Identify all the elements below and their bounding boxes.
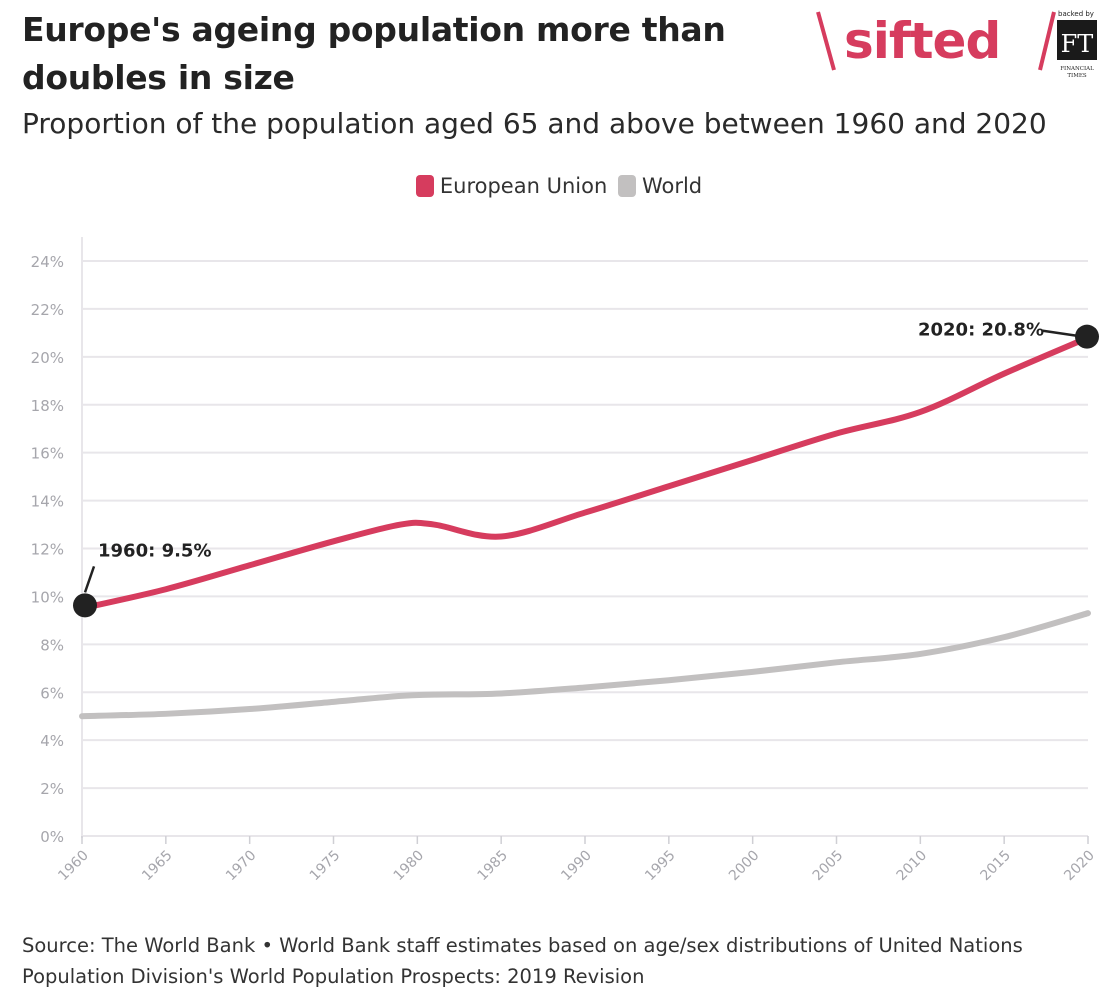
x-tick-label: 1975 bbox=[307, 848, 344, 885]
ft-logo-box bbox=[1057, 20, 1097, 60]
x-tick-label: 2000 bbox=[726, 848, 763, 885]
y-tick-label: 20% bbox=[31, 349, 64, 367]
y-tick-label: 18% bbox=[31, 397, 64, 415]
x-tick-label: 1995 bbox=[642, 848, 679, 885]
series-line-european-union bbox=[79, 334, 1091, 612]
line-chart: 0% 2% 4% 6% 8% 10% 12% 14% 16% 18% 20% 22% 24% 1960 19… bbox=[31, 237, 1099, 885]
legend-label-world: World bbox=[641, 174, 703, 198]
y-tick-label: 24% bbox=[31, 253, 64, 271]
annotation-leader-2020 bbox=[1041, 329, 1077, 337]
chart-subtitle: Proportion of the population aged 65 and… bbox=[22, 107, 1047, 140]
logo-slash-left bbox=[816, 11, 836, 71]
annotation-leader-1960 bbox=[83, 565, 96, 593]
y-tick-label: 14% bbox=[31, 493, 64, 511]
y-tick-label: 6% bbox=[40, 684, 64, 702]
annotation-label-1960: 1960: 9.5% bbox=[98, 540, 211, 561]
series-line-world bbox=[79, 610, 1091, 720]
logo-backed-by: backed by bbox=[1058, 10, 1094, 18]
legend-label-eu: European Union bbox=[439, 174, 608, 198]
y-tick-label: 12% bbox=[31, 541, 64, 559]
x-tick-label: 1990 bbox=[558, 848, 595, 885]
chart-title: Europe's ageing population more than dou… bbox=[22, 10, 726, 97]
x-tick-label: 1970 bbox=[223, 848, 260, 885]
x-tick-label: 1985 bbox=[474, 848, 511, 885]
legend-swatch-eu bbox=[415, 175, 434, 197]
x-tick-label: 2005 bbox=[810, 848, 847, 885]
point-marker-2020 bbox=[1075, 324, 1099, 349]
annotation-label-2020: 2020: 20.8% bbox=[918, 320, 1044, 341]
sifted-logo: sifted backed by FT FINANCIAL TIMES bbox=[816, 10, 1097, 79]
chart-legend: European Union World bbox=[0, 170, 1118, 201]
logo-slash-right bbox=[1038, 11, 1056, 71]
ft-name-line1: FINANCIAL bbox=[1060, 66, 1094, 72]
y-tick-label: 8% bbox=[40, 636, 64, 654]
y-tick-label: 22% bbox=[31, 301, 64, 319]
y-tick-label: 10% bbox=[31, 588, 64, 606]
legend-item-eu[interactable]: European Union bbox=[415, 171, 608, 201]
y-tick-label: 2% bbox=[40, 780, 64, 798]
legend-item-world[interactable]: World bbox=[617, 171, 703, 201]
x-tick-label: 1980 bbox=[391, 848, 428, 885]
x-tick-label: 2015 bbox=[977, 848, 1014, 885]
ft-name-line2: TIMES bbox=[1067, 73, 1086, 79]
y-tick-label: 16% bbox=[31, 445, 64, 463]
x-tick-label: 1965 bbox=[139, 848, 176, 885]
x-tick-label: 2020 bbox=[1061, 848, 1098, 885]
point-marker-1960 bbox=[73, 593, 97, 618]
ft-logo-mark: FT bbox=[1061, 30, 1094, 58]
legend-swatch-world bbox=[617, 175, 636, 197]
y-tick-label: 0% bbox=[40, 828, 64, 846]
source-note: Source: The World Bank • World Bank staf… bbox=[22, 934, 1023, 988]
logo-brand-text: sifted bbox=[844, 12, 1000, 70]
y-tick-label: 4% bbox=[40, 732, 64, 750]
x-tick-label: 2010 bbox=[894, 848, 931, 885]
x-tick-label: 1960 bbox=[55, 848, 92, 885]
